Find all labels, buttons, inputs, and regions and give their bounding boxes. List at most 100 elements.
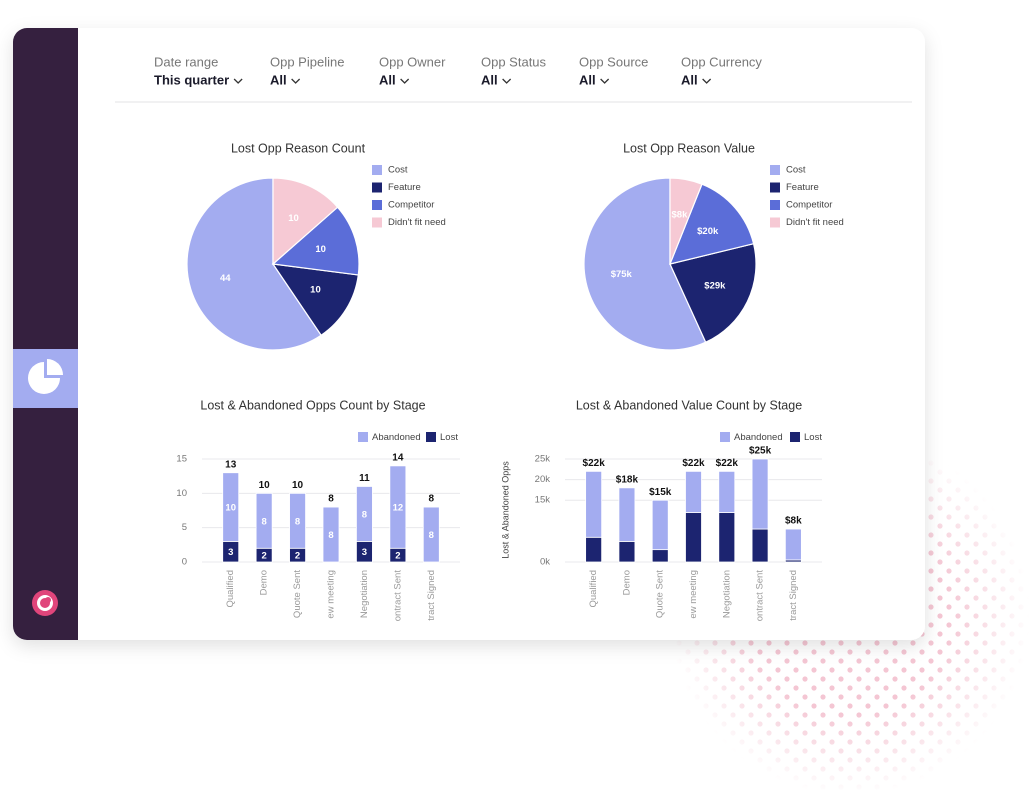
segment-label: 3 xyxy=(228,547,233,558)
bar-segment xyxy=(751,458,769,530)
chart: Lost & Abandoned Opps Count by Stage Aban… xyxy=(176,398,460,621)
legend-label: Competitor xyxy=(786,200,832,211)
filter[interactable]: Opp Source All xyxy=(579,54,648,87)
total-label: 11 xyxy=(359,473,370,484)
chevron xyxy=(233,78,243,84)
bar-segment xyxy=(784,528,802,561)
filter-value: All xyxy=(579,72,596,87)
chevron xyxy=(291,78,301,84)
segment-label: 2 xyxy=(261,551,266,562)
legend-swatch xyxy=(372,200,382,210)
segment-label: 8 xyxy=(261,516,266,527)
chevron xyxy=(400,78,410,84)
segment-label: 2 xyxy=(295,551,300,562)
y-tick-label: 0k xyxy=(540,557,550,568)
slice-label: 10 xyxy=(288,213,299,224)
legend-label: Feature xyxy=(786,182,819,193)
app-logo[interactable] xyxy=(32,590,58,616)
y-tick-label: 15 xyxy=(176,454,187,465)
filter-value: All xyxy=(481,72,498,87)
total-label: 14 xyxy=(392,453,404,464)
y-tick-label: 20k xyxy=(535,474,551,485)
y-tick-label: 15k xyxy=(535,495,551,506)
filter-label: Opp Source xyxy=(579,54,648,69)
x-tick-label: Qualified xyxy=(588,570,599,608)
total-label: $8k xyxy=(785,516,802,527)
total-label: 13 xyxy=(225,459,237,470)
pie-slice xyxy=(583,177,707,351)
legend-swatch xyxy=(770,217,780,228)
bar-segment xyxy=(718,512,736,563)
legend-label: Didn't fit need xyxy=(786,217,844,228)
x-tick-label: tract Signed xyxy=(788,570,799,621)
total-label: $22k xyxy=(682,458,705,469)
total-label: $22k xyxy=(716,458,739,469)
chart: Lost & Abandoned Value Count by Stage Aba… xyxy=(500,398,822,621)
bar-segment xyxy=(685,470,702,513)
filter-value: All xyxy=(270,72,287,87)
pie-slice xyxy=(272,177,339,266)
legend-swatch xyxy=(372,217,382,228)
sidebar xyxy=(13,28,78,640)
chart-title: Lost & Abandoned Opps Count by Stage xyxy=(200,398,425,412)
slice-label: $29k xyxy=(704,280,726,291)
total-label: $25k xyxy=(749,446,772,457)
filter[interactable]: Opp Currency All xyxy=(681,54,762,87)
segment-label: 8 xyxy=(295,516,300,527)
chart-title: Lost Opp Reason Value xyxy=(623,141,755,155)
slice-label: $20k xyxy=(697,226,719,237)
legend-swatch xyxy=(770,165,780,175)
x-tick-label: Demo xyxy=(621,570,632,595)
x-tick-label: Quote Sent xyxy=(655,570,666,618)
bar-segment xyxy=(651,549,669,563)
slice-label: $75k xyxy=(611,269,633,280)
reports-icon[interactable] xyxy=(28,359,63,394)
chart-title: Lost Opp Reason Count xyxy=(231,141,366,155)
filter[interactable]: Date range This quarter xyxy=(154,54,243,87)
bar-segment xyxy=(585,536,603,563)
filter[interactable]: Opp Pipeline All xyxy=(270,54,344,87)
segment-label: 8 xyxy=(362,509,367,520)
total-label: $18k xyxy=(616,474,639,485)
bar-segment xyxy=(389,465,407,549)
legend-label: Feature xyxy=(388,182,421,193)
y-tick-label: 5 xyxy=(182,522,187,533)
chart: Lost Opp Reason Count 44 10 10 10 Cost Feature… xyxy=(186,141,446,351)
total-label: $22k xyxy=(583,458,606,469)
bar-segment xyxy=(751,528,769,563)
total-label: 10 xyxy=(259,480,271,491)
filter-label: Opp Owner xyxy=(379,54,446,69)
filter[interactable]: Opp Status All xyxy=(481,54,547,87)
bar-segment xyxy=(255,492,273,549)
chevron xyxy=(600,78,610,84)
x-tick-label: tract Signed xyxy=(426,570,437,621)
filter[interactable]: Opp Owner All xyxy=(379,54,446,87)
y-axis-label: Lost & Abandoned Opps xyxy=(500,461,510,559)
legend-swatch xyxy=(372,165,382,175)
pie-slice xyxy=(271,206,360,276)
legend-swatch xyxy=(790,432,800,442)
legend-swatch xyxy=(426,432,436,442)
bar-segment xyxy=(422,506,440,563)
chevron xyxy=(702,78,712,84)
slice-label: 10 xyxy=(315,244,326,255)
x-tick-label: Negotiation xyxy=(721,570,732,618)
total-label: 8 xyxy=(328,494,334,505)
bar-segment xyxy=(356,486,373,542)
segment-label: 8 xyxy=(328,530,333,541)
legend-label: Cost xyxy=(786,165,806,176)
segment-label: 12 xyxy=(393,503,404,514)
segment-label: 8 xyxy=(429,530,434,541)
slice-label: 44 xyxy=(220,273,231,284)
x-tick-label: Negotiation xyxy=(359,570,370,618)
pie-slice xyxy=(271,263,359,337)
y-tick-label: 10 xyxy=(176,488,187,499)
segment-label: 10 xyxy=(225,503,236,514)
y-tick-label: 0 xyxy=(182,557,187,568)
y-tick-label: 25k xyxy=(535,454,551,465)
filter-value: This quarter xyxy=(154,72,229,87)
pie-slice xyxy=(669,243,757,344)
sidebar-bg xyxy=(13,28,78,640)
bar-segment xyxy=(618,541,636,563)
